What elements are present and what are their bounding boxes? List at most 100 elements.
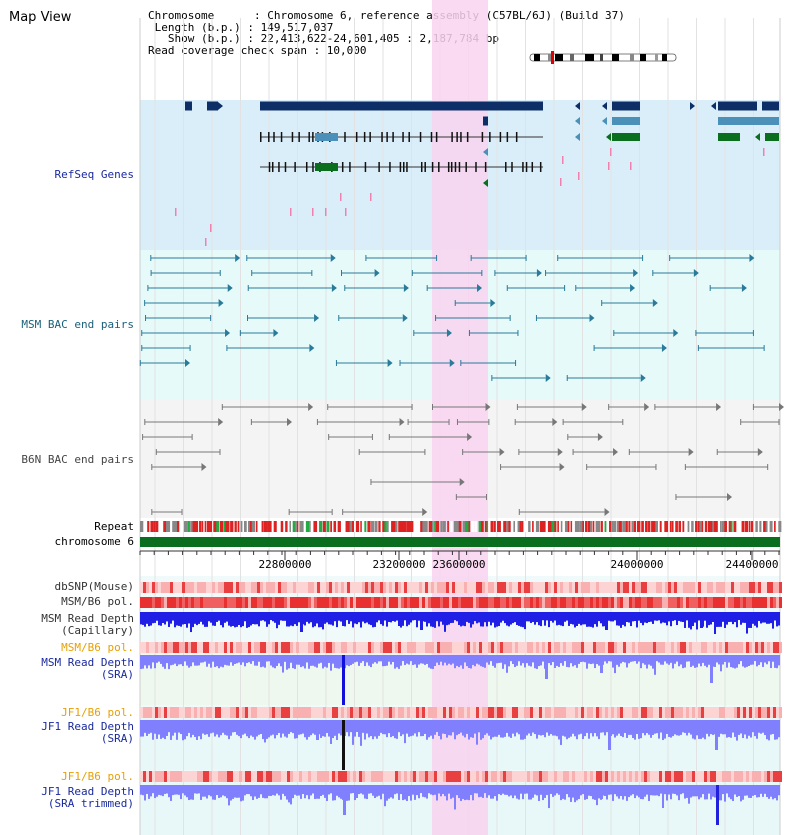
read-depth-bar xyxy=(310,785,312,796)
read-depth-bar xyxy=(702,720,704,738)
read-depth-bar xyxy=(376,720,378,739)
read-depth-bar xyxy=(760,655,762,663)
repeat-element xyxy=(309,521,311,532)
read-depth-bar xyxy=(366,612,368,623)
repeat-element xyxy=(570,521,573,532)
polymorphism-cell xyxy=(614,771,617,782)
polymorphism-cell xyxy=(242,771,245,782)
polymorphism-cell xyxy=(269,707,272,718)
repeat-element xyxy=(713,521,717,532)
polymorphism-cell xyxy=(578,642,581,653)
read-depth-bar xyxy=(608,785,610,795)
gene-exon xyxy=(420,162,423,172)
read-depth-bar xyxy=(704,720,706,740)
gene-exon xyxy=(341,162,344,172)
read-depth-bar xyxy=(506,655,508,673)
gene-strand-arrow xyxy=(755,133,760,141)
polymorphism-cell xyxy=(644,707,647,718)
polymorphism-cell xyxy=(728,771,731,782)
read-depth-bar xyxy=(730,720,732,738)
repeat-element xyxy=(470,521,474,532)
polymorphism-cell xyxy=(182,707,185,718)
polymorphism-cell xyxy=(302,597,305,608)
read-depth-bar xyxy=(578,785,580,800)
polymorphism-cell xyxy=(503,642,506,653)
polymorphism-cell xyxy=(158,707,161,718)
repeat-element xyxy=(299,521,303,532)
repeat-element xyxy=(741,521,745,532)
polymorphism-cell xyxy=(506,771,509,782)
polymorphism-cell xyxy=(173,771,176,782)
read-depth-bar xyxy=(192,655,194,663)
track-label-refseq[interactable]: RefSeq Genes xyxy=(54,168,134,181)
polymorphism-cell xyxy=(209,642,212,653)
gene-exon xyxy=(408,132,410,142)
polymorphism-cell xyxy=(290,597,293,608)
polymorphism-cell xyxy=(260,582,263,593)
read-depth-bar xyxy=(650,785,652,796)
repeat-element xyxy=(549,521,552,532)
read-depth-bar xyxy=(252,612,254,625)
read-depth-bar xyxy=(764,612,766,623)
polymorphism-cell xyxy=(566,771,569,782)
polymorphism-cell xyxy=(314,642,317,653)
read-depth-bar xyxy=(328,720,330,737)
track-label-b6n-bac[interactable]: B6N BAC end pairs xyxy=(21,453,134,466)
repeat-element xyxy=(691,521,694,532)
polymorphism-cell xyxy=(284,582,287,593)
read-depth-bar xyxy=(512,655,514,665)
read-depth-bar xyxy=(734,655,736,669)
read-depth-bar xyxy=(434,720,436,735)
read-depth-bar xyxy=(212,785,214,800)
read-depth-bar xyxy=(724,655,726,662)
read-depth-bar xyxy=(254,655,256,666)
repeat-element xyxy=(147,521,150,532)
read-depth-bar xyxy=(504,720,506,737)
polymorphism-cell xyxy=(416,582,419,593)
read-depth-bar xyxy=(530,612,532,623)
gene-strand-arrow xyxy=(309,344,315,352)
read-depth-bar xyxy=(294,655,296,669)
read-depth-bar xyxy=(766,720,768,740)
polymorphism-cell xyxy=(566,582,569,593)
read-depth-bar xyxy=(616,785,618,797)
gene-strand-arrow xyxy=(727,493,733,501)
read-depth-bar xyxy=(696,655,698,668)
polymorphism-cell xyxy=(218,597,221,608)
read-depth-bar xyxy=(340,785,342,799)
polymorphism-cell xyxy=(359,707,362,718)
polymorphism-cell xyxy=(434,642,437,653)
polymorphism-cell xyxy=(512,707,515,718)
polymorphism-cell xyxy=(143,771,146,782)
polymorphism-cell xyxy=(392,642,395,653)
read-depth-bar xyxy=(544,720,546,738)
polymorphism-cell xyxy=(716,642,719,653)
read-depth-bar xyxy=(438,720,440,736)
polymorphism-cell xyxy=(650,597,653,608)
read-depth-bar xyxy=(452,785,454,798)
polymorphism-cell xyxy=(668,707,671,718)
polymorphism-cell xyxy=(362,771,365,782)
read-depth-bar xyxy=(476,612,478,624)
track-label-msm-bac[interactable]: MSM BAC end pairs xyxy=(21,318,134,331)
gene-exon xyxy=(312,132,314,142)
repeat-element xyxy=(319,521,323,532)
read-depth-bar xyxy=(144,655,146,666)
repeat-element xyxy=(185,521,188,532)
repeat-element xyxy=(579,521,584,532)
read-depth-bar xyxy=(750,612,752,628)
polymorphism-cell xyxy=(167,597,170,608)
polymorphism-cell xyxy=(650,771,653,782)
read-depth-bar xyxy=(574,785,576,803)
read-depth-bar xyxy=(592,655,594,664)
read-depth-bar xyxy=(682,612,684,622)
read-depth-bar xyxy=(140,612,142,625)
repeat-element xyxy=(436,521,440,532)
read-depth-bar xyxy=(516,785,518,799)
read-depth-bar xyxy=(416,655,418,668)
polymorphism-cell xyxy=(425,642,428,653)
read-depth-bar xyxy=(730,785,732,800)
polymorphism-cell xyxy=(683,582,686,593)
polymorphism-cell xyxy=(620,582,623,593)
